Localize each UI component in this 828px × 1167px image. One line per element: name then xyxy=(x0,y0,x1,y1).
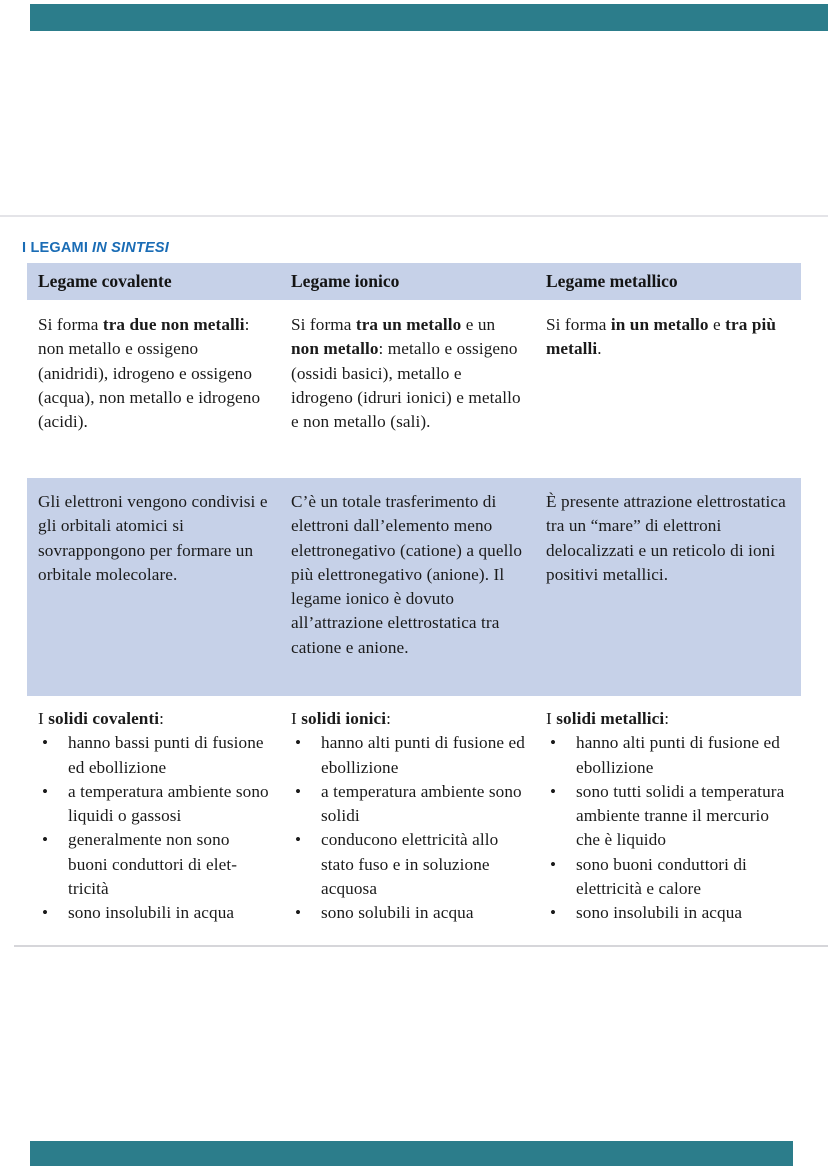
bullet-item: sono tutti solidi a tempe­ratura ambient… xyxy=(546,780,793,853)
cell-solids-covalente: I solidi covalenti: hanno bassi punti di… xyxy=(27,707,280,934)
formation-covalente-text: Si forma tra due non metalli: non metall… xyxy=(38,315,261,432)
table-header-row: Legame covalente Legame ionico Legame me… xyxy=(27,263,801,300)
row-solids: I solidi covalenti: hanno bassi punti di… xyxy=(27,696,801,934)
column-header-covalente: Legame covalente xyxy=(38,271,172,291)
solids-ionico-list: hanno alti punti di fusio­ne ed ebollizi… xyxy=(291,731,527,926)
cell-mechanism-ionico: C’è un totale trasferimento di elettroni… xyxy=(280,490,535,696)
top-color-bar xyxy=(30,4,828,31)
bullet-item: sono insolubili in acqua xyxy=(546,901,793,926)
bullet-item: hanno bassi punti di fu­sione ed ebolliz… xyxy=(38,731,272,780)
bullet-item: hanno alti punti di fusio­ne ed ebollizi… xyxy=(291,731,527,780)
bullet-item: hanno alti punti di fusio­ne ed ebollizi… xyxy=(546,731,793,780)
solids-covalente-list: hanno bassi punti di fu­sione ed ebolliz… xyxy=(38,731,272,926)
solids-metallico-intro: I solidi metallici: xyxy=(546,709,670,728)
column-header-metallico: Legame metallico xyxy=(546,271,678,291)
cell-mechanism-covalente: Gli elettroni vengono con­divisi e gli o… xyxy=(27,490,280,696)
bottom-divider xyxy=(14,945,828,947)
cell-formation-ionico: Si forma tra un metallo e un non metallo… xyxy=(280,313,535,478)
row-formation: Si forma tra due non metalli: non metall… xyxy=(27,300,801,478)
heading-italic: IN SINTESI xyxy=(92,240,169,256)
solids-metallico-list: hanno alti punti di fusio­ne ed ebollizi… xyxy=(546,731,793,926)
cell-mechanism-metallico: È presente attrazione elet­trostatica tr… xyxy=(535,490,801,696)
heading-main: I LEGAMI xyxy=(22,240,89,256)
bullet-item: sono solubili in acqua xyxy=(291,901,527,926)
bullet-item: conducono elettricità allo stato fuso e … xyxy=(291,828,527,901)
solids-covalente-intro: I solidi covalenti: xyxy=(38,709,165,728)
bullet-item: a temperatura ambiente sono solidi xyxy=(291,780,527,829)
section-heading: I LEGAMI IN SINTESI xyxy=(22,240,169,256)
column-header-ionico: Legame ionico xyxy=(291,271,400,291)
mechanism-covalente-text: Gli elettroni vengono con­divisi e gli o… xyxy=(38,492,268,584)
mechanism-metallico-text: È presente attrazione elet­trostatica tr… xyxy=(546,492,786,584)
mechanism-ionico-text: C’è un totale trasferimento di elettroni… xyxy=(291,492,523,657)
formation-ionico-text: Si forma tra un metallo e un non metallo… xyxy=(291,315,521,432)
bullet-item: generalmente non sono buoni conduttori d… xyxy=(38,828,272,901)
comparison-table: Legame covalente Legame ionico Legame me… xyxy=(27,263,801,934)
row-mechanism: Gli elettroni vengono con­divisi e gli o… xyxy=(27,478,801,696)
bullet-item: a temperatura ambiente sono liquidi o ga… xyxy=(38,780,272,829)
cell-solids-metallico: I solidi metallici: hanno alti punti di … xyxy=(535,707,801,934)
top-divider xyxy=(0,215,828,217)
formation-metallico-text: Si forma in un metallo e tra più metalli… xyxy=(546,315,777,359)
bullet-item: sono buoni conduttori di elettricità e c… xyxy=(546,853,793,902)
bottom-color-bar xyxy=(30,1141,793,1166)
cell-formation-metallico: Si forma in un metallo e tra più metalli… xyxy=(535,313,801,478)
solids-ionico-intro: I solidi ionici: xyxy=(291,709,391,728)
cell-solids-ionico: I solidi ionici: hanno alti punti di fus… xyxy=(280,707,535,934)
cell-formation-covalente: Si forma tra due non metalli: non metall… xyxy=(27,313,280,478)
bullet-item: sono insolubili in acqua xyxy=(38,901,272,926)
